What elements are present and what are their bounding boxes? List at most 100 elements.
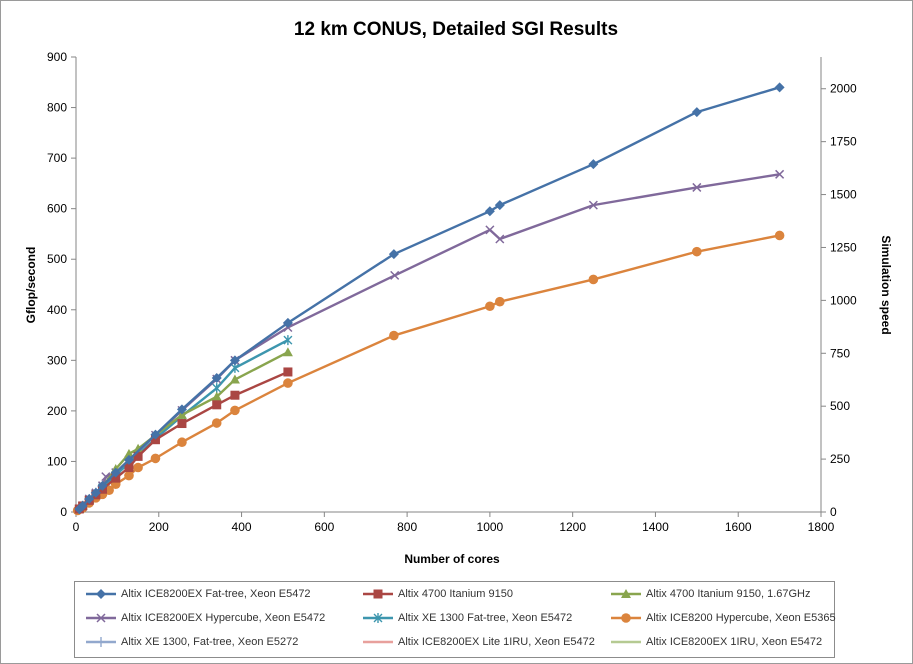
legend-swatch — [86, 589, 116, 599]
series-2-point — [230, 390, 240, 400]
series-2-point — [150, 435, 160, 445]
x-tick-label: 1600 — [725, 520, 752, 534]
series-layer — [72, 82, 785, 516]
series-2-point — [133, 451, 143, 461]
y-axis-title: Gflop/second — [24, 247, 38, 324]
series-1-point — [123, 454, 134, 465]
series-5-point — [212, 383, 222, 394]
x-tick-label: 600 — [314, 520, 334, 534]
legend-item: Altix 4700 Itanium 9150 — [362, 584, 513, 604]
series-4-point — [692, 182, 702, 192]
legend-label: Altix XE 1300 Fat-tree, Xeon E5472 — [398, 612, 573, 624]
series-6-point — [692, 246, 702, 257]
legend-item: Altix ICE8200EX Fat-tree, Xeon E5472 — [85, 584, 311, 604]
y-tick-label: 500 — [47, 252, 67, 266]
legend-item: Altix ICE8200EX 1IRU, Xeon E5472 — [610, 632, 822, 652]
series-6-point — [133, 462, 143, 473]
series-6-point — [495, 296, 505, 307]
series-6-point — [230, 405, 240, 416]
legend-swatch — [611, 640, 641, 644]
series-6-point — [774, 230, 785, 241]
legend-label: Altix ICE8200 Hypercube, Xeon E5365 — [646, 612, 836, 624]
series-6-point — [485, 301, 495, 312]
legend-label: Altix ICE8200EX Lite 1IRU, Xeon E5472 — [398, 636, 595, 648]
series-2-point — [212, 400, 222, 410]
series-6-line — [77, 234, 780, 512]
series-6-point — [150, 453, 161, 464]
series-6-point — [588, 274, 599, 285]
series-4-point — [390, 270, 400, 280]
series-1-point — [150, 429, 161, 440]
legend-swatch — [86, 613, 116, 623]
series-1-point — [494, 200, 505, 211]
legend-swatch — [363, 589, 393, 599]
y2-tick-label: 1750 — [830, 135, 857, 149]
series-1-point — [388, 249, 399, 260]
series-1-point — [229, 355, 240, 366]
series-2-point — [111, 473, 121, 483]
y-tick-label: 300 — [47, 353, 67, 367]
series-1-point — [110, 467, 121, 478]
series-3-point — [133, 443, 144, 453]
series-1 — [74, 82, 785, 514]
y2-tick-label: 1500 — [830, 188, 857, 202]
x-tick-label: 800 — [397, 520, 417, 534]
series-6-point — [211, 418, 222, 428]
chart-title: 12 km CONUS, Detailed SGI Results — [294, 19, 618, 40]
legend-label: Altix ICE8200EX 1IRU, Xeon E5472 — [646, 636, 823, 648]
legend-item: Altix ICE8200EX Lite 1IRU, Xeon E5472 — [362, 632, 595, 652]
legend-swatch — [86, 637, 116, 647]
series-1-point — [691, 107, 702, 118]
legend-swatch-marker — [373, 613, 383, 623]
series-1-point — [484, 206, 495, 217]
y2-tick-label: 0 — [830, 505, 837, 519]
legend-label: Altix XE 1300, Fat-tree, Xeon E5272 — [121, 636, 299, 648]
y2-tick-label: 1000 — [830, 293, 857, 307]
series-2-point — [283, 367, 293, 377]
y-tick-label: 900 — [47, 50, 67, 64]
series-1-point — [97, 480, 108, 491]
series-6-point — [124, 470, 134, 481]
legend-item: Altix XE 1300, Fat-tree, Xeon E5272 — [85, 632, 298, 652]
legend-swatch-marker — [621, 589, 631, 598]
series-4-point — [775, 169, 785, 179]
legend-swatch-marker — [621, 613, 631, 623]
legend-label: Altix 4700 Itanium 9150, 1.67GHz — [646, 588, 811, 600]
y-tick-label: 400 — [47, 303, 67, 317]
legend-swatch — [363, 613, 393, 623]
x-tick-label: 1800 — [808, 520, 835, 534]
axes-group: 0 200 400 600 800 1000 1200 1400 1600 18000100200… — [47, 50, 857, 534]
series-6-point — [177, 437, 187, 448]
y2-tick-label: 2000 — [830, 82, 857, 96]
y2-tick-label: 1250 — [830, 240, 857, 254]
series-5-point — [283, 335, 293, 346]
series-6-point — [389, 330, 399, 341]
x-tick-label: 1000 — [477, 520, 504, 534]
legend-item: Altix ICE8200EX Hypercube, Xeon E5472 — [85, 608, 325, 628]
series-6 — [72, 230, 785, 516]
legend-label: Altix ICE8200EX Hypercube, Xeon E5472 — [121, 612, 326, 624]
legend-swatch-marker — [96, 637, 106, 647]
x-tick-label: 400 — [232, 520, 252, 534]
series-4-point — [495, 234, 505, 244]
series-6-point — [283, 378, 293, 388]
legend-item: Altix ICE8200 Hypercube, Xeon E5365 — [610, 608, 836, 628]
y2-axis-title: Simulation speed — [879, 235, 893, 334]
series-1-point — [588, 159, 599, 170]
legend-swatch-marker — [96, 613, 106, 623]
legend-swatch-marker — [373, 589, 383, 599]
series-1-point — [84, 493, 95, 504]
legend-swatch — [611, 589, 641, 598]
series-1-point — [176, 404, 187, 415]
series-3-point — [211, 391, 222, 401]
legend: Altix ICE8200EX Fat-tree, Xeon E5472 Alti… — [74, 581, 836, 658]
series-4 — [74, 169, 785, 514]
series-3-point — [123, 448, 134, 458]
legend-swatch — [611, 613, 641, 623]
y2-tick-label: 250 — [830, 452, 850, 466]
y-tick-label: 0 — [60, 505, 67, 519]
legend-item: Altix 4700 Itanium 9150, 1.67GHz — [610, 584, 810, 604]
y-tick-label: 800 — [47, 101, 67, 115]
